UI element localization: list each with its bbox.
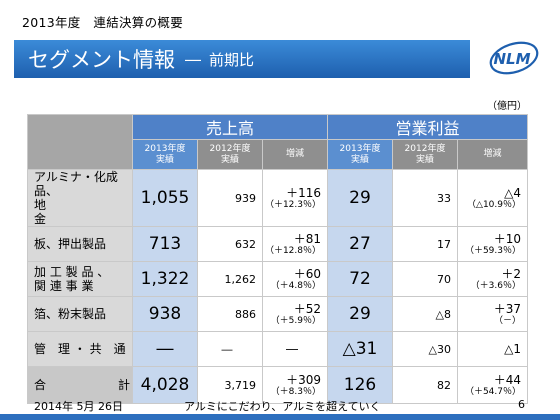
change-amount: ＋2 [501, 266, 521, 281]
op-2013-cell: 29 [327, 169, 393, 227]
table-row: 板、押出製品 713 632 ＋81 （＋12.8％） 27 17 ＋10 （＋59.3％） [27, 226, 528, 262]
change-percent: （△10.9％） [467, 199, 521, 210]
table-row: 合 計 4,028 3,719 ＋309 （＋8.3％） 126 82 ＋44 （＋54.7％） [27, 366, 528, 404]
row-label-text: 合 計 [34, 378, 131, 392]
op-2013-cell: 29 [327, 296, 393, 332]
table-row: 加 工 製 品 、 関 連 事 業 1,322 1,262 ＋60 （＋4.8％） 72 7… [27, 261, 528, 297]
change-amount: ＋116 [286, 185, 321, 200]
group-header-operating-income: 営業利益 [327, 114, 528, 140]
sales-2012-cell: 632 [197, 226, 263, 262]
table-corner-cell [27, 114, 133, 170]
change-amount: ＋60 [293, 266, 321, 281]
change-amount: ＋44 [493, 372, 521, 387]
footer-date: 2014年 5月 26日 [34, 400, 123, 413]
op-2012-cell: △8 [392, 296, 458, 332]
sales-change-cell: ＋116 （＋12.3％） [262, 169, 328, 227]
row-label: 管 理 ・ 共 通 [27, 331, 133, 367]
row-label-text: アルミナ・化成品、 地 金 [34, 170, 118, 226]
subheader-sales-change: 増減 [262, 139, 328, 170]
change-percent: （＋54.7％） [464, 386, 521, 397]
op-2012-cell: 70 [392, 261, 458, 297]
change-amount: ― [286, 342, 298, 356]
subheader-sales-2013: 2013年度 実績 [132, 139, 198, 170]
page-number: 6 [518, 398, 525, 411]
op-2012-cell: △30 [392, 331, 458, 367]
title-bar: セグメント情報 ― 前期比 [14, 40, 470, 78]
footer-slogan: アルミにこだわり、アルミを超えていく [184, 400, 381, 413]
sales-change-cell: ＋309 （＋8.3％） [262, 366, 328, 404]
sales-change-cell: ― [262, 331, 328, 367]
change-amount: ＋309 [286, 372, 321, 387]
subheader-op-change: 増減 [457, 139, 528, 170]
sales-2013-cell: 938 [132, 296, 198, 332]
row-label: 加 工 製 品 、 関 連 事 業 [27, 261, 133, 297]
op-change-cell: ＋10 （＋59.3％） [457, 226, 528, 262]
group-header-sales: 売上高 [132, 114, 328, 140]
change-percent: （＋4.8％） [270, 280, 321, 291]
row-label: 箔、粉末製品 [27, 296, 133, 332]
change-percent: （＋8.3％） [270, 386, 321, 397]
op-2013-cell: 72 [327, 261, 393, 297]
table-row: 管 理 ・ 共 通 ― ― ― △31 △30 △1 [27, 331, 528, 367]
row-label-text: 箔、粉末製品 [34, 307, 107, 321]
op-2012-cell: 82 [392, 366, 458, 404]
logo-lettering: NLM [493, 50, 530, 68]
row-label: 合 計 [27, 366, 133, 404]
op-2013-cell: 126 [327, 366, 393, 404]
row-label: アルミナ・化成品、 地 金 [27, 169, 133, 227]
unit-label: （億円） [487, 101, 527, 112]
sales-2013-cell: ― [132, 331, 198, 367]
change-percent: （＋3.6％） [470, 280, 521, 291]
change-amount: ＋10 [493, 231, 521, 246]
sales-2013-cell: 1,055 [132, 169, 198, 227]
op-change-cell: △4 （△10.9％） [457, 169, 528, 227]
row-label-text: 加 工 製 品 、 関 連 事 業 [34, 265, 110, 293]
row-label: 板、押出製品 [27, 226, 133, 262]
row-label-text: 板、押出製品 [34, 237, 107, 251]
table-row: 箔、粉末製品 938 886 ＋52 （＋5.9％） 29 △8 ＋37 （－） [27, 296, 528, 332]
slide-subtitle: 前期比 [209, 50, 255, 69]
change-amount: ＋52 [293, 301, 321, 316]
title-separator: ― [185, 49, 201, 69]
change-percent: （＋12.3％） [264, 199, 321, 210]
slide-section-label: 2013年度 連結決算の概要 [22, 15, 184, 30]
sales-2012-cell: 939 [197, 169, 263, 227]
op-2013-cell: △31 [327, 331, 393, 367]
change-percent: （＋12.8％） [264, 245, 321, 256]
change-percent: （＋59.3％） [464, 245, 521, 256]
sales-2012-cell: 1,262 [197, 261, 263, 297]
subheader-sales-2012: 2012年度 実績 [197, 139, 263, 170]
sales-change-cell: ＋81 （＋12.8％） [262, 226, 328, 262]
subheader-op-2013: 2013年度 実績 [327, 139, 393, 170]
op-change-cell: ＋44 （＋54.7％） [457, 366, 528, 404]
change-amount: △1 [504, 342, 521, 356]
change-percent: （＋5.9％） [270, 315, 321, 326]
sales-change-cell: ＋52 （＋5.9％） [262, 296, 328, 332]
table-row: アルミナ・化成品、 地 金 1,055 939 ＋116 （＋12.3％） 29 33 △4 （… [27, 169, 528, 227]
change-amount: △4 [504, 185, 521, 200]
footer-rule [0, 414, 560, 420]
op-change-cell: ＋2 （＋3.6％） [457, 261, 528, 297]
op-change-cell: △1 [457, 331, 528, 367]
op-2013-cell: 27 [327, 226, 393, 262]
op-2012-cell: 17 [392, 226, 458, 262]
op-change-cell: ＋37 （－） [457, 296, 528, 332]
sales-2012-cell: ― [197, 331, 263, 367]
subheader-op-2012: 2012年度 実績 [392, 139, 458, 170]
row-label-text: 管 理 ・ 共 通 [34, 342, 126, 356]
company-logo: NLM [489, 41, 539, 75]
sales-2013-cell: 713 [132, 226, 198, 262]
segment-table: 売上高 営業利益 2013年度 実績 2012年度 実績 増減 2013年度 実… [27, 114, 528, 404]
sales-2012-cell: 886 [197, 296, 263, 332]
change-amount: ＋37 [493, 301, 521, 316]
sales-2013-cell: 1,322 [132, 261, 198, 297]
slide-title: セグメント情報 [28, 48, 175, 72]
change-percent: （－） [493, 315, 521, 326]
change-amount: ＋81 [293, 231, 321, 246]
sales-2013-cell: 4,028 [132, 366, 198, 404]
sales-change-cell: ＋60 （＋4.8％） [262, 261, 328, 297]
op-2012-cell: 33 [392, 169, 458, 227]
